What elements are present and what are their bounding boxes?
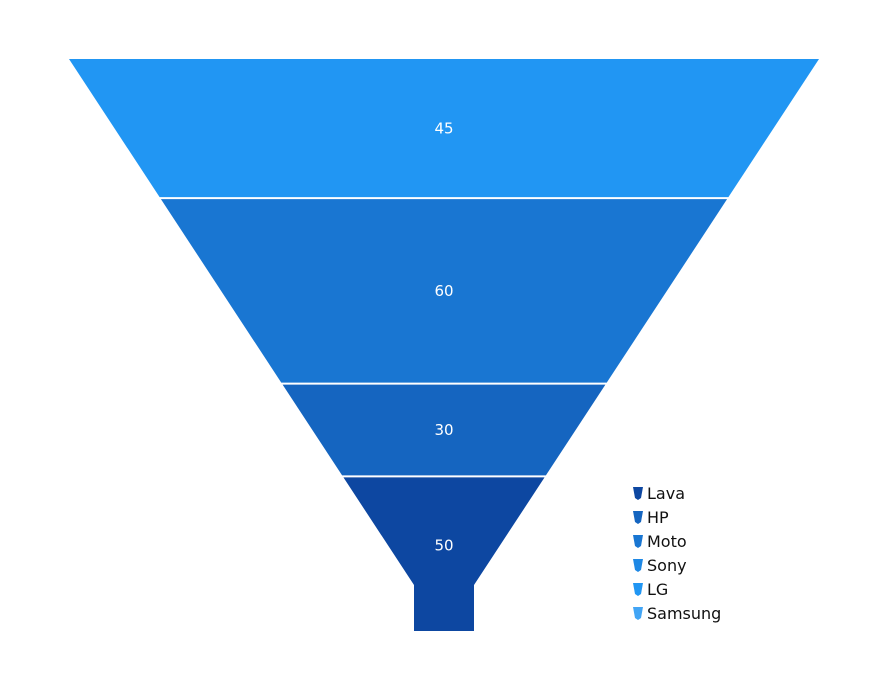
legend-item-lava[interactable]: Lava: [633, 484, 685, 503]
legend-label: LG: [647, 580, 668, 599]
funnel-segment-lava[interactable]: [343, 477, 545, 631]
legend-item-lg[interactable]: LG: [633, 580, 668, 599]
data-label-moto: 60: [434, 282, 453, 300]
funnel-segment-moto[interactable]: [160, 199, 728, 383]
funnel-legend-icon: [633, 607, 643, 620]
funnel-legend-icon: [633, 583, 643, 596]
data-label-lava: 50: [434, 537, 453, 555]
legend-label: Moto: [647, 532, 687, 551]
funnel-legend-icon: [633, 535, 643, 548]
legend-item-sony[interactable]: Sony: [633, 556, 687, 575]
legend-item-hp[interactable]: HP: [633, 508, 669, 527]
legend-item-moto[interactable]: Moto: [633, 532, 687, 551]
legend-label: HP: [647, 508, 669, 527]
legend-label: Samsung: [647, 604, 721, 623]
legend-item-samsung[interactable]: Samsung: [633, 604, 721, 623]
funnel-legend-icon: [633, 559, 643, 572]
legend-label: Lava: [647, 484, 685, 503]
funnel-legend-icon: [633, 487, 643, 500]
legend-label: Sony: [647, 556, 687, 575]
funnel-segment-sony[interactable]: [69, 59, 819, 198]
funnel-legend-icon: [633, 511, 643, 524]
funnel-segment-hp[interactable]: [282, 384, 606, 476]
data-label-sony: 45: [434, 120, 453, 138]
chart-legend: Lava HP Moto Sony LG Samsung: [633, 484, 721, 623]
data-label-hp: 30: [434, 421, 453, 439]
funnel-segments: [69, 59, 819, 631]
funnel-data-labels: 45 60 30 50: [434, 120, 453, 555]
